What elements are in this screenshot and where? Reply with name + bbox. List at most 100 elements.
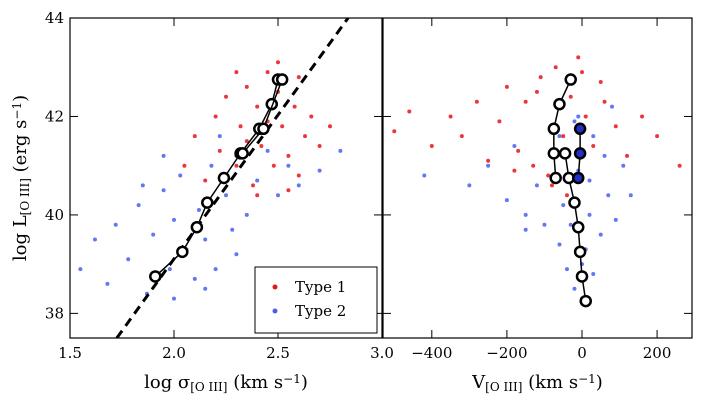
point bbox=[286, 163, 291, 168]
label-part: ) bbox=[596, 372, 603, 393]
median-point bbox=[573, 245, 587, 259]
legend-marker bbox=[272, 284, 278, 290]
point bbox=[317, 144, 322, 148]
point bbox=[640, 114, 645, 119]
point bbox=[572, 119, 577, 124]
point bbox=[78, 267, 83, 272]
point bbox=[234, 70, 239, 75]
label-part: log L bbox=[10, 215, 31, 261]
point bbox=[230, 227, 235, 232]
x-tick-label: 2.5 bbox=[266, 344, 290, 362]
point bbox=[557, 134, 562, 139]
label-part: −1 bbox=[10, 102, 24, 120]
median-point bbox=[257, 122, 270, 136]
point bbox=[113, 222, 118, 227]
point bbox=[587, 178, 592, 183]
point bbox=[276, 193, 280, 198]
point bbox=[255, 178, 260, 183]
point bbox=[568, 94, 573, 99]
point bbox=[251, 183, 256, 188]
point bbox=[244, 84, 249, 89]
point bbox=[328, 124, 332, 129]
point bbox=[271, 163, 276, 168]
point bbox=[167, 267, 172, 272]
point bbox=[259, 144, 264, 148]
label-part: (erg s bbox=[10, 120, 31, 178]
x-tick-label: 0 bbox=[577, 344, 587, 362]
point bbox=[105, 281, 110, 286]
x-tick-label: 3.0 bbox=[370, 344, 394, 362]
point bbox=[497, 119, 502, 124]
point bbox=[255, 193, 260, 198]
point bbox=[504, 84, 509, 89]
median-point bbox=[571, 220, 585, 234]
x-axis-label: log σ[O III] (km s−1) bbox=[144, 372, 308, 394]
point bbox=[296, 183, 301, 188]
median-point bbox=[236, 147, 249, 160]
point bbox=[309, 114, 314, 119]
median-point bbox=[553, 97, 566, 111]
y-tick-label: 44 bbox=[45, 9, 64, 27]
point bbox=[613, 124, 618, 129]
point bbox=[625, 153, 630, 158]
point bbox=[606, 193, 611, 198]
point bbox=[561, 203, 566, 208]
median-point bbox=[547, 147, 561, 160]
point bbox=[557, 242, 562, 247]
frame bbox=[382, 17, 693, 339]
point bbox=[613, 217, 618, 222]
point bbox=[280, 124, 285, 129]
point bbox=[224, 94, 228, 99]
median-point bbox=[575, 270, 589, 283]
point bbox=[628, 193, 633, 198]
point bbox=[286, 188, 291, 193]
legend-label: Type 1 bbox=[295, 278, 346, 296]
point bbox=[538, 75, 543, 80]
median-point bbox=[217, 171, 231, 185]
median-point bbox=[573, 147, 587, 160]
y-tick-label: 42 bbox=[45, 107, 64, 125]
point bbox=[474, 99, 479, 104]
frame bbox=[69, 17, 383, 339]
label-part: ) bbox=[10, 95, 31, 102]
plot-area bbox=[78, 18, 350, 338]
point bbox=[579, 70, 584, 75]
point bbox=[583, 114, 588, 119]
point bbox=[523, 212, 528, 217]
point bbox=[276, 60, 280, 65]
label-part: −1 bbox=[578, 372, 596, 386]
point bbox=[576, 55, 581, 60]
point bbox=[217, 134, 222, 139]
median-point bbox=[176, 245, 189, 259]
point bbox=[486, 163, 491, 168]
point bbox=[296, 173, 301, 178]
point bbox=[192, 134, 197, 139]
point bbox=[151, 232, 156, 237]
x-tick-label: 1.5 bbox=[58, 344, 82, 362]
point bbox=[534, 183, 539, 188]
label-part: [O III] bbox=[485, 380, 522, 394]
point bbox=[407, 109, 412, 114]
point bbox=[203, 237, 208, 242]
point bbox=[523, 99, 528, 104]
point bbox=[92, 237, 97, 242]
label-part: (km s bbox=[227, 372, 283, 393]
point bbox=[655, 134, 660, 139]
point bbox=[504, 198, 509, 203]
y-axis-label: log L[O III] (erg s−1) bbox=[10, 95, 32, 261]
x-axis-label: V[O III] (km s−1) bbox=[471, 372, 603, 394]
point bbox=[234, 252, 239, 257]
label-part: ) bbox=[301, 372, 308, 393]
point bbox=[224, 193, 228, 198]
median-point bbox=[571, 171, 585, 185]
point bbox=[217, 148, 222, 153]
x-tick-label: −400 bbox=[411, 344, 452, 362]
point bbox=[564, 193, 569, 198]
point bbox=[286, 153, 291, 158]
point bbox=[459, 134, 464, 139]
point bbox=[531, 163, 536, 168]
point bbox=[591, 144, 596, 148]
y-tick-label: 40 bbox=[45, 206, 64, 224]
point bbox=[213, 114, 218, 119]
legend-box bbox=[254, 266, 378, 334]
